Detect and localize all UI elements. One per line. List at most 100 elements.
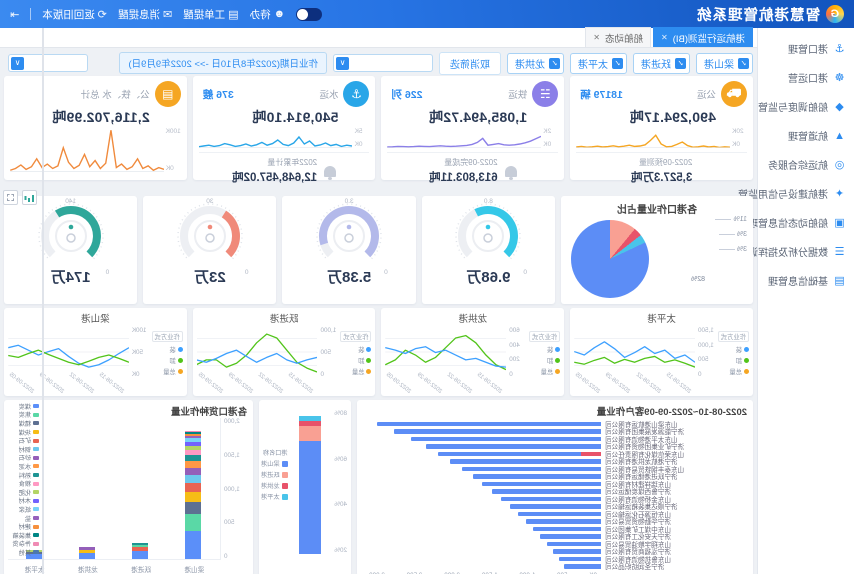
trend-chart[interactable]: 2022-08-15 2022-08-22 2022-08-29 2022-09-05 bbox=[574, 325, 695, 395]
cargo-legend-item[interactable]: 件杂货 bbox=[0, 540, 39, 548]
sidebar-item-3[interactable]: ◆ 船舶调度与监管 bbox=[758, 92, 854, 121]
transport-mode-icon: ☵ bbox=[532, 81, 559, 107]
sidebar-item-label: 船舶动态信息管理 bbox=[748, 219, 828, 230]
cargo-legend-item[interactable]: 焦炭 bbox=[0, 411, 39, 419]
sidebar-item-5[interactable]: ◎ 航运综合服务 bbox=[758, 150, 854, 179]
gauge-panel-梁山港[interactable]: 140 0 174万 bbox=[4, 196, 138, 304]
sidebar-item-6[interactable]: ✦ 港航建设与信用监管 bbox=[738, 179, 854, 208]
cargo-legend-item[interactable]: 其他 bbox=[0, 548, 39, 557]
topnav-item[interactable]: ✉ 消息提醒 bbox=[118, 7, 172, 22]
cargo-legend-item[interactable]: 砂石 bbox=[0, 454, 39, 462]
topnav-item[interactable]: ☻ 待办 bbox=[250, 7, 286, 22]
cargo-legend-item[interactable]: 钢材 bbox=[0, 445, 39, 454]
kpi-sub-value: 12,648,457.02吨 bbox=[232, 172, 318, 184]
share-stacked-column[interactable] bbox=[299, 416, 321, 554]
cargo-legend-item[interactable]: 块煤 bbox=[0, 428, 39, 437]
table-row[interactable]: 济宁圣润纺织品公司 bbox=[363, 563, 747, 571]
clear-filter-button[interactable]: 取消筛选 bbox=[439, 51, 501, 75]
trend-legend-item[interactable]: 总量 bbox=[717, 367, 749, 376]
sidebar-item-1[interactable]: ⚓ 港口管理 bbox=[758, 34, 854, 63]
topnav-item[interactable]: ▤ 工单提醒 bbox=[183, 7, 238, 22]
trend-legend-item[interactable]: 总量 bbox=[151, 367, 183, 376]
topnav-item[interactable]: ⟲ 返回旧版本 bbox=[42, 7, 107, 22]
date-range-picker[interactable]: 作业日期(2022年8月10日 ->> 2022年9月9日) bbox=[119, 52, 327, 74]
cargo-legend-item[interactable]: 建材 bbox=[0, 522, 39, 531]
cargo-legend-item[interactable]: 熟料 bbox=[0, 471, 39, 480]
close-icon[interactable]: ✕ bbox=[593, 33, 600, 42]
trend-chart[interactable]: 2022-08-15 2022-08-22 2022-08-29 2022-09-05 bbox=[385, 325, 507, 395]
port-filter-chip[interactable]: ✓ 太平港 bbox=[570, 52, 627, 74]
cargo-legend-item[interactable]: 矿石 bbox=[0, 436, 39, 445]
legend-item[interactable]: 龙拱港 bbox=[261, 481, 288, 490]
dispatch-icon: ◆ bbox=[835, 101, 844, 113]
theme-toggle[interactable] bbox=[296, 7, 323, 21]
pie-callout-text: 3% bbox=[736, 231, 747, 238]
sidebar-item-label: 航运综合服务 bbox=[768, 161, 828, 172]
trend-legend-item[interactable]: 装 bbox=[151, 345, 183, 354]
trend-legend-item[interactable]: 卸 bbox=[340, 356, 372, 365]
expand-icon[interactable] bbox=[3, 190, 18, 205]
cargo-legend-item[interactable]: 水泥 bbox=[0, 462, 39, 471]
callout-line bbox=[718, 234, 735, 235]
trend-chart[interactable]: 2022-08-15 2022-08-22 2022-08-29 2022-09-05 bbox=[8, 325, 129, 395]
topnav-item[interactable]: ⇥ bbox=[10, 8, 19, 21]
mode-label: 公运 bbox=[696, 90, 716, 101]
cargo-legend-item[interactable]: 木材 bbox=[0, 497, 39, 505]
gauge-panel-太平港[interactable]: 8.0 0 9.68万 bbox=[421, 196, 555, 304]
cargo-legend-item[interactable]: 化肥 bbox=[0, 488, 39, 497]
sidebar-item-9[interactable]: ▤ 基础信息管理 bbox=[758, 266, 854, 295]
chart-type-icon[interactable] bbox=[22, 190, 37, 205]
cargo-legend-item[interactable]: 盐 bbox=[0, 514, 39, 523]
customer-bar-panel: 2022-08-10~2022-09-09客户作业量 山东梁山港航运有限公司 济宁… bbox=[357, 400, 753, 574]
cargo-legend-item[interactable]: 精煤 bbox=[0, 419, 39, 428]
sidebar-item-4[interactable]: ▲ 航道管理 bbox=[758, 121, 854, 150]
legend-dot bbox=[555, 347, 561, 352]
tab-2[interactable]: 船舶动态 ✕ bbox=[585, 27, 651, 47]
sidebar-item-2[interactable]: ☸ 港口运营 bbox=[758, 63, 854, 92]
category-label: 龙拱港 bbox=[77, 567, 98, 574]
close-icon[interactable]: ✕ bbox=[660, 33, 668, 42]
port-filter-chip[interactable]: ✓ 龙拱港 bbox=[507, 52, 564, 74]
trend-legend-item[interactable]: 卸 bbox=[717, 356, 749, 365]
cargo-legend-item[interactable]: 粮食 bbox=[0, 479, 39, 488]
trend-legend-item[interactable]: 卸 bbox=[528, 356, 561, 365]
cargo-segment bbox=[185, 475, 202, 484]
cargo-column-跃进港[interactable] bbox=[132, 542, 149, 559]
gauge-panel-龙拱港[interactable]: 3.0 0 5.38万 bbox=[282, 196, 416, 304]
trend-legend-item[interactable]: 装 bbox=[340, 345, 372, 354]
cargo-legend-item[interactable]: 集装箱 bbox=[0, 531, 39, 540]
port-filter-chip[interactable]: ✓ 梁山港 bbox=[696, 52, 753, 74]
filter-select[interactable]: ∨ bbox=[333, 54, 433, 72]
topnav-item-label: 待办 bbox=[249, 8, 271, 21]
trend-legend-item[interactable]: 总量 bbox=[528, 367, 561, 376]
cargo-legend-item[interactable]: 煤炭 bbox=[0, 402, 39, 411]
customer-bar-title: 2022-08-10~2022-09-09客户作业量 bbox=[596, 407, 747, 418]
tab-1[interactable]: 港航运行监测(BI) ✕ bbox=[652, 27, 753, 47]
gauge-top-tick: 3.0 bbox=[344, 198, 354, 205]
sidebar-item-7[interactable]: ▣ 船舶动态信息管理 bbox=[748, 208, 854, 237]
share-segment-跃进港 bbox=[299, 425, 321, 441]
pie-chart[interactable] bbox=[571, 220, 649, 298]
trend-legend-title: 作业方式 bbox=[151, 331, 183, 342]
legend-item[interactable]: 跃进港 bbox=[261, 470, 288, 479]
gauge-panel-跃进港[interactable]: 30 0 23万 bbox=[143, 196, 277, 304]
legend-swatch bbox=[281, 482, 288, 489]
trend-legend-item[interactable]: 卸 bbox=[151, 356, 183, 365]
cargo-column-龙拱港[interactable] bbox=[79, 547, 96, 559]
pie-panel: 各港口作业量占比 11% 3% 3% 82% bbox=[561, 196, 753, 304]
cargo-legend-item[interactable]: 纸浆 bbox=[0, 505, 39, 514]
axis-tick: 1,000 bbox=[224, 485, 240, 493]
sidebar-item-8[interactable]: ☰ 数据分析及指挥调度 bbox=[738, 237, 854, 266]
trend-legend-item[interactable]: 总量 bbox=[340, 367, 372, 376]
legend-item[interactable]: 梁山港 bbox=[261, 459, 288, 468]
gauge-value: 23万 bbox=[194, 269, 226, 286]
pie-title: 各港口作业量占比 bbox=[617, 205, 697, 216]
mode-value: 1,085,494.72吨 bbox=[428, 109, 528, 125]
trend-legend-item[interactable]: 装 bbox=[717, 345, 749, 354]
trend-legend-item[interactable]: 装 bbox=[528, 345, 561, 354]
trend-chart[interactable]: 2022-08-15 2022-08-22 2022-08-29 2022-09-05 bbox=[196, 325, 318, 395]
cargo-column-梁山港[interactable] bbox=[185, 430, 202, 559]
main-area: 港航运行监测(BI) ✕ 船舶动态 ✕ ✓ 梁山港 ✓ 跃进港 ✓ 太平港 ✓ 龙拱港 取消筛选 ∨… bbox=[0, 27, 757, 574]
port-filter-chip[interactable]: ✓ 跃进港 bbox=[633, 52, 690, 74]
legend-item[interactable]: 太平港 bbox=[261, 492, 288, 501]
